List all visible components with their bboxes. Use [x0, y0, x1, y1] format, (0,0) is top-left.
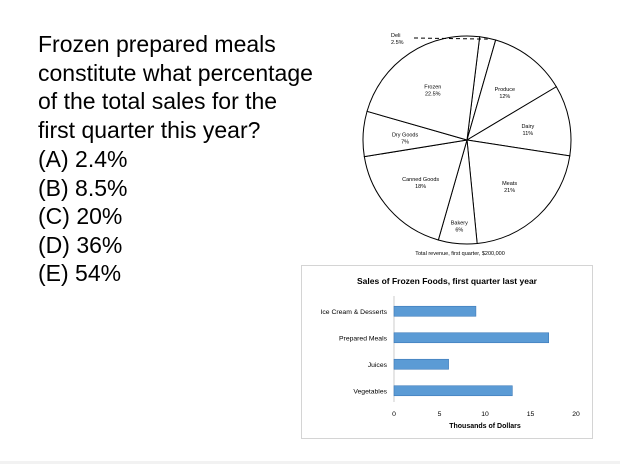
pie-label-deli: Deli	[391, 33, 400, 39]
pie-slice-frozen	[366, 35, 481, 141]
question-line: first quarter this year?	[38, 116, 261, 143]
bar-chart-panel: Sales of Frozen Foods, first quarter las…	[301, 265, 593, 439]
pie-label-produce: Produce	[495, 87, 516, 93]
x-tick-label: 15	[527, 411, 535, 418]
pie-label-dry-goods: Dry Goods	[392, 132, 419, 138]
category-label-ice-cream-desserts: Ice Cream & Desserts	[321, 309, 388, 316]
x-tick-label: 0	[392, 411, 396, 418]
category-label-vegetables: Vegetables	[353, 388, 387, 395]
bar-juices	[393, 358, 449, 370]
pie-value-deli: 2.5%	[391, 40, 404, 46]
x-tick-label: 5	[438, 411, 442, 418]
choice-a[interactable]: (A) 2.4%	[38, 146, 128, 172]
question-line: constitute what percentage	[38, 59, 313, 86]
pie-label-meats: Meats	[502, 181, 517, 187]
pie-slice-canned-goods	[363, 139, 468, 241]
pie-slice-produce	[466, 39, 558, 142]
question-text: Frozen prepared meals constitute what pe…	[38, 30, 348, 144]
pie-caption: Total revenue, first quarter, $200,000	[415, 251, 505, 257]
choice-d[interactable]: (D) 36%	[38, 231, 123, 258]
question-line: of the total sales for the	[38, 88, 278, 114]
x-axis-label: Thousands of Dollars	[449, 423, 521, 430]
pie-value-dairy: 11%	[523, 131, 534, 137]
category-label-juices: Juices	[368, 362, 388, 369]
pie-value-canned-goods: 18%	[415, 184, 426, 190]
pie-slice-dairy	[465, 86, 572, 157]
pie-label-bakery: Bakery	[451, 221, 468, 227]
pie-value-frozen: 22.5%	[425, 91, 441, 97]
pie-label-dairy: Dairy	[521, 124, 534, 130]
pie-slice-meats	[466, 139, 571, 245]
answer-choices: (A) 2.4% (B) 8.5% (C) 20% (D) 36% (E) 54…	[38, 145, 127, 288]
choice-b[interactable]: (B) 8.5%	[38, 174, 128, 201]
choice-e[interactable]: (E) 54%	[38, 260, 122, 286]
bar-prepared-meals	[393, 332, 549, 344]
choice-c[interactable]: (C) 20%	[38, 203, 123, 229]
pie-value-bakery: 6%	[455, 228, 463, 234]
category-label-prepared-meals: Prepared Meals	[339, 335, 388, 342]
x-tick-label: 10	[481, 411, 489, 418]
bar-chart-title: Sales of Frozen Foods, first quarter las…	[357, 276, 538, 286]
pie-value-dry-goods: 7%	[401, 139, 409, 145]
x-tick-label: 20	[572, 411, 580, 418]
divider	[0, 461, 620, 464]
bar-ice-cream-desserts	[393, 305, 477, 317]
bar-chart: Sales of Frozen Foods, first quarter las…	[321, 276, 580, 430]
question-line: Frozen prepared meals	[38, 31, 276, 57]
deli-leader-line	[413, 37, 488, 40]
pie-label-frozen: Frozen	[424, 84, 441, 90]
pie-value-produce: 12%	[499, 94, 510, 100]
pie-value-meats: 21%	[504, 188, 515, 194]
bar-vegetables	[393, 385, 513, 397]
pie-label-canned-goods: Canned Goods	[402, 177, 439, 183]
